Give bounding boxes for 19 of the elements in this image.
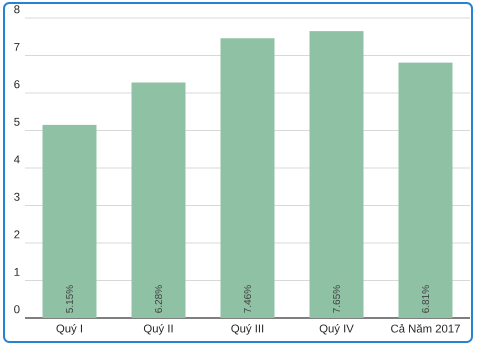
y-tick-label: 6	[14, 80, 20, 88]
y-tick-label: 8	[14, 5, 20, 14]
data-label: 5.15%	[66, 285, 74, 313]
x-tick-label: Quý IV	[320, 324, 354, 335]
x-tick-label: Quý III	[231, 324, 264, 335]
x-tick-label: Quý I	[56, 324, 82, 335]
data-label: 7.65%	[332, 285, 340, 313]
y-tick-label: 4	[14, 155, 20, 164]
y-tick-label: 5	[14, 118, 20, 126]
data-label: 6.81%	[422, 285, 430, 313]
y-tick-label: 0	[14, 305, 20, 314]
x-tick-label: Cả Năm 2017	[391, 324, 460, 333]
data-label: 6.28%	[154, 285, 162, 313]
data-label: 7.46%	[244, 285, 252, 313]
y-tick-label: 2	[14, 230, 20, 238]
y-tick-label: 3	[14, 192, 20, 201]
y-tick-label: 7	[14, 42, 20, 51]
y-tick-label: 1	[14, 268, 20, 276]
x-tick-label: Quý II	[144, 324, 173, 335]
